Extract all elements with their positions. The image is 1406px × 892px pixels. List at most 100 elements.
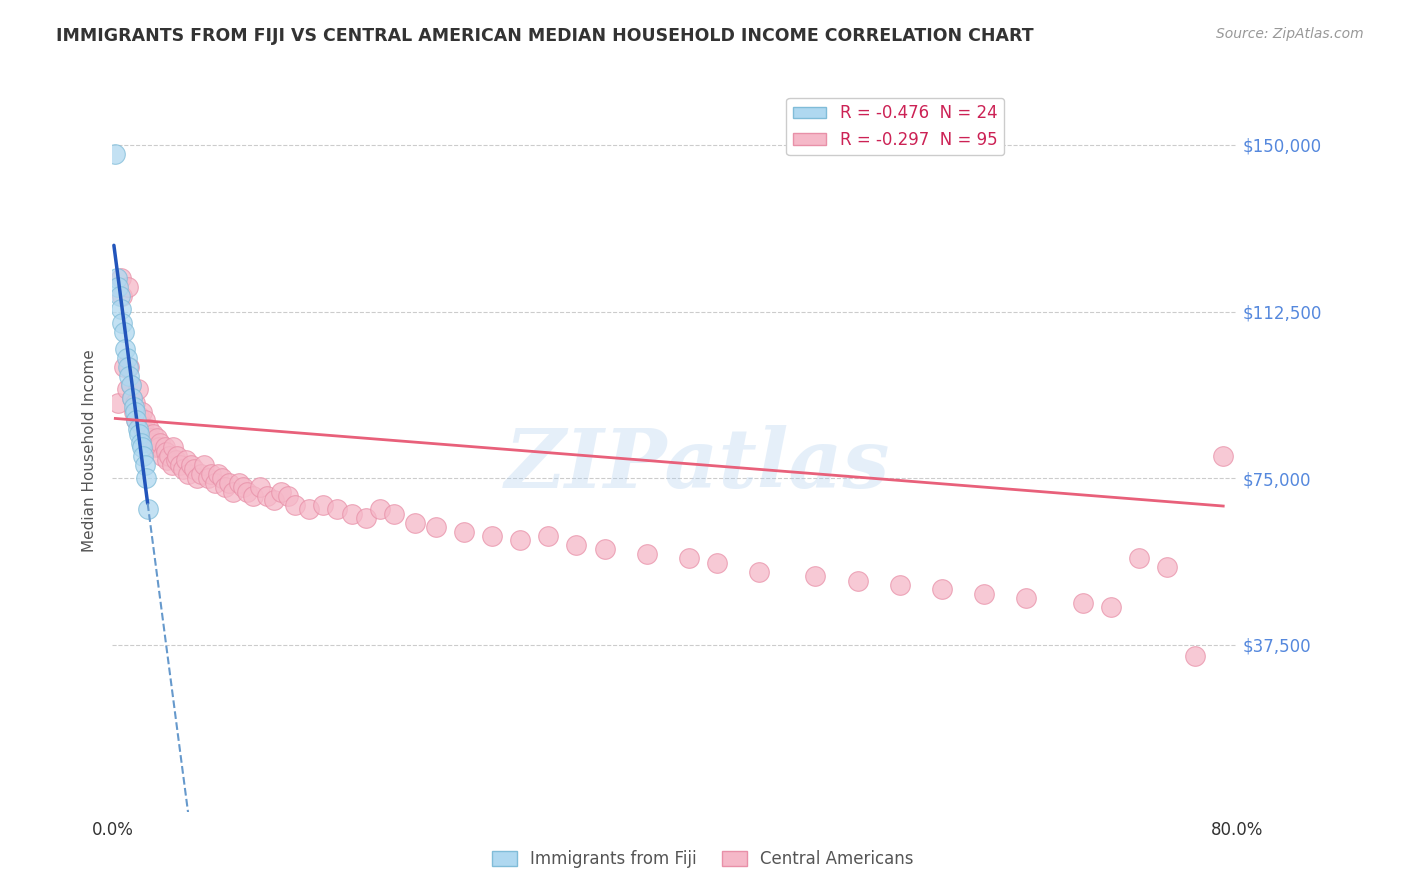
Point [112, 325, 135, 339]
Point [368, 502, 391, 516]
Point [107, 395, 129, 409]
Point [155, 444, 177, 458]
Point [129, 417, 152, 432]
Point [114, 343, 136, 357]
Point [127, 382, 149, 396]
Point [104, 146, 127, 161]
Point [804, 569, 827, 583]
Point [263, 493, 285, 508]
Point [1071, 596, 1094, 610]
Point [1128, 551, 1150, 566]
Point [326, 502, 349, 516]
Point [110, 271, 132, 285]
Point [108, 289, 131, 303]
Point [115, 351, 138, 366]
Point [1212, 449, 1234, 463]
Point [146, 431, 169, 445]
Point [122, 400, 145, 414]
Point [256, 489, 278, 503]
Point [132, 422, 155, 436]
Point [134, 413, 156, 427]
Text: IMMIGRANTS FROM FIJI VS CENTRAL AMERICAN MEDIAN HOUSEHOLD INCOME CORRELATION CHA: IMMIGRANTS FROM FIJI VS CENTRAL AMERICAN… [56, 27, 1033, 45]
Point [748, 565, 770, 579]
Point [165, 453, 187, 467]
Point [846, 574, 869, 588]
Point [110, 302, 132, 317]
Point [122, 404, 145, 418]
Point [706, 556, 728, 570]
Point [593, 542, 616, 557]
Point [150, 449, 173, 463]
Point [127, 422, 149, 436]
Point [131, 440, 153, 454]
Point [509, 533, 531, 548]
Point [156, 453, 179, 467]
Point [132, 449, 155, 463]
Point [973, 587, 995, 601]
Legend: Immigrants from Fiji, Central Americans: Immigrants from Fiji, Central Americans [485, 844, 921, 875]
Point [678, 551, 700, 566]
Point [354, 511, 377, 525]
Text: Source: ZipAtlas.com: Source: ZipAtlas.com [1216, 27, 1364, 41]
Point [117, 280, 139, 294]
Point [1156, 560, 1178, 574]
Point [931, 582, 953, 597]
Point [115, 382, 138, 396]
Point [142, 426, 165, 441]
Point [222, 484, 245, 499]
Point [193, 458, 215, 472]
Point [211, 471, 233, 485]
Point [277, 489, 299, 503]
Point [218, 475, 240, 490]
Point [135, 426, 157, 441]
Point [172, 462, 194, 476]
Point [312, 498, 335, 512]
Point [1184, 649, 1206, 664]
Point [139, 431, 162, 445]
Point [207, 467, 229, 481]
Point [340, 507, 363, 521]
Point [111, 289, 134, 303]
Point [111, 316, 134, 330]
Point [298, 502, 321, 516]
Point [186, 471, 208, 485]
Point [162, 440, 184, 454]
Point [118, 360, 141, 375]
Point [125, 413, 148, 427]
Point [177, 467, 200, 481]
Point [160, 458, 183, 472]
Point [124, 395, 146, 409]
Point [129, 435, 152, 450]
Point [284, 498, 307, 512]
Point [537, 529, 560, 543]
Point [197, 471, 219, 485]
Point [228, 475, 250, 490]
Point [249, 480, 271, 494]
Point [200, 467, 222, 481]
Point [174, 453, 197, 467]
Point [214, 480, 236, 494]
Point [183, 462, 205, 476]
Point [425, 520, 447, 534]
Point [120, 377, 142, 392]
Point [118, 369, 141, 384]
Point [135, 471, 157, 485]
Point [136, 431, 159, 445]
Point [120, 377, 142, 392]
Y-axis label: Median Household Income: Median Household Income [82, 349, 97, 552]
Point [232, 480, 254, 494]
Point [149, 435, 172, 450]
Point [190, 467, 212, 481]
Point [112, 360, 135, 375]
Point [134, 458, 156, 472]
Point [481, 529, 503, 543]
Point [404, 516, 426, 530]
Point [242, 489, 264, 503]
Point [889, 578, 911, 592]
Point [121, 391, 143, 405]
Point [270, 484, 292, 499]
Point [117, 360, 139, 375]
Point [121, 391, 143, 405]
Point [382, 507, 405, 521]
Point [128, 409, 150, 423]
